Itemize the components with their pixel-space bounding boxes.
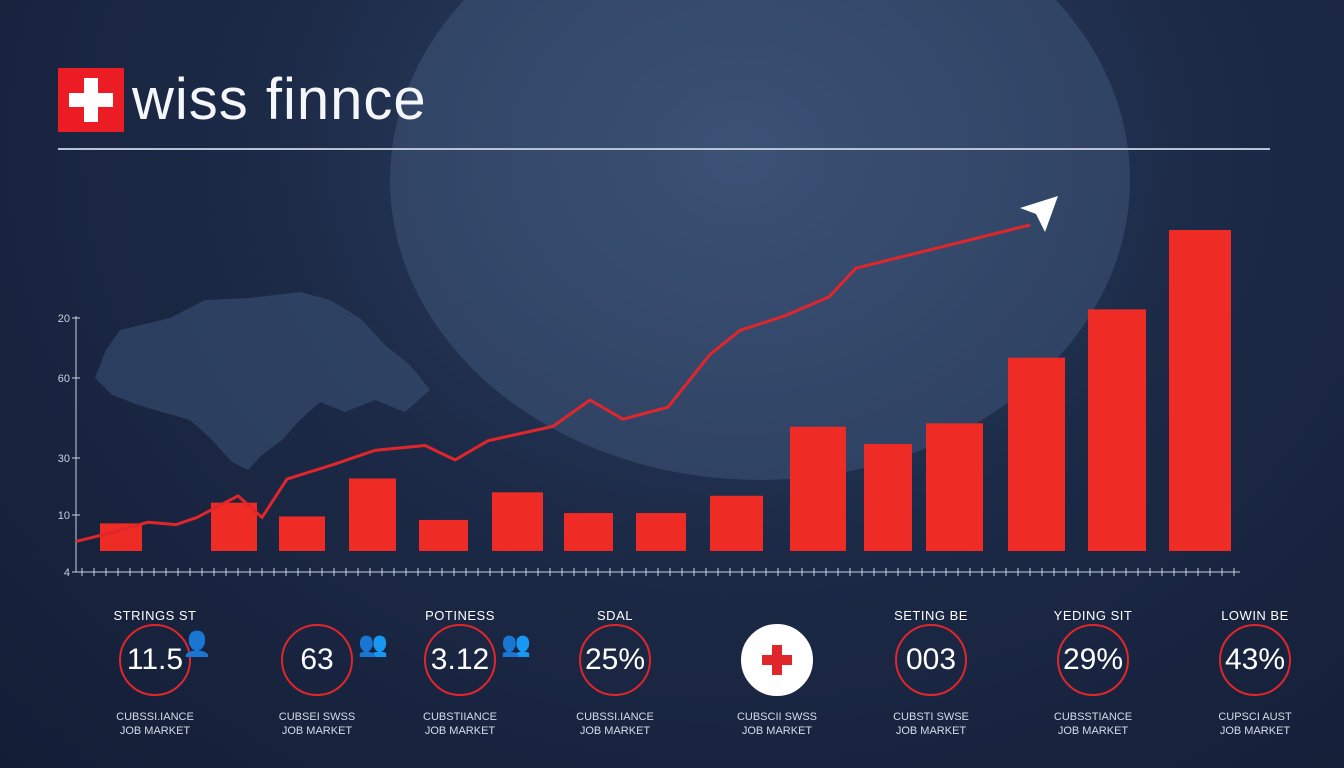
brand-name: wiss finnce [132, 67, 427, 132]
brand-logo: wiss finnce [58, 66, 427, 133]
kpi-value: 11.5 [126, 643, 184, 676]
kpi-ring: 25% [579, 624, 651, 696]
kpi-title [242, 608, 392, 624]
kpi-caption-line2: JOB MARKET [1057, 725, 1129, 737]
kpi-title: STRINGS ST [113, 608, 197, 623]
kpi-caption-line1: CUBSTI SWSE [893, 711, 969, 723]
kpi-caption: CUBSEI SWSS JOB MARKET [242, 710, 392, 738]
y-tick-label: 20 [58, 313, 70, 325]
kpi-caption-line2: JOB MARKET [281, 725, 353, 737]
bar [710, 495, 763, 551]
kpi-title: SDAL [597, 608, 633, 623]
kpi-caption: CUBSSTIANCE JOB MARKET [1018, 710, 1168, 738]
kpi-caption-line1: CUBSSI.IANCE [576, 711, 654, 723]
kpi-title: POTINESS [425, 608, 495, 623]
header-divider [58, 148, 1270, 150]
kpi-title: LOWIN BE [1221, 608, 1289, 623]
bar [279, 516, 325, 551]
bar [211, 502, 257, 551]
kpi-caption: CUPSCI AUST JOB MARKET [1180, 710, 1330, 738]
kpi-caption-line2: JOB MARKET [579, 725, 651, 737]
kpi-caption-line2: JOB MARKET [424, 725, 496, 737]
bar [1088, 309, 1146, 551]
kpi-value: 63 [300, 643, 334, 676]
y-tick-label: 10 [58, 510, 70, 522]
bar [349, 478, 396, 551]
kpi-caption-line1: CUBSCII SWSS [736, 711, 818, 723]
kpi-ring: 003 [895, 624, 967, 696]
kpi-value: 43% [1224, 643, 1286, 676]
kpi-caption-line1: CUPSCI AUST [1218, 711, 1292, 723]
trend-line [75, 223, 1031, 543]
kpi-caption: CUBSTIIANCE JOB MARKET [385, 710, 535, 738]
bar [926, 423, 983, 551]
kpi-caption-line2: JOB MARKET [741, 725, 813, 737]
person-icon: 👤 [182, 631, 212, 658]
kpi-card: STRINGS ST 11.5 👤 CUBSSI.IANCE JOB MARKET [80, 608, 230, 738]
kpi-card: LOWIN BE 43% CUPSCI AUST JOB MARKET [1180, 608, 1330, 738]
kpi-value: 3.12 [430, 643, 490, 676]
kpi-caption-line2: JOB MARKET [1219, 725, 1291, 737]
people-icon: 👥 [501, 631, 531, 658]
kpi-ring: 63 [281, 624, 353, 696]
kpi-caption-line2: JOB MARKET [895, 725, 967, 737]
kpi-ring: 3.12 [424, 624, 496, 696]
bar [1008, 357, 1065, 551]
kpi-card: CUBSCII SWSS JOB MARKET [702, 608, 852, 738]
kpi-value: 003 [905, 643, 957, 676]
kpi-caption: CUBSSI.IANCE JOB MARKET [540, 710, 690, 738]
y-tick-label: 4 [64, 567, 70, 579]
kpi-caption-line1: CUBSEI SWSS [278, 711, 356, 723]
kpi-card: 63 👥 CUBSEI SWSS JOB MARKET [242, 608, 392, 738]
bar [1169, 230, 1231, 551]
kpi-title: SETING BE [894, 608, 968, 623]
kpi-card: POTINESS 3.12 👥 CUBSTIIANCE JOB MARKET [385, 608, 535, 738]
people-icon: 👥 [358, 631, 388, 658]
kpi-caption: CUBSCII SWSS JOB MARKET [702, 710, 852, 738]
kpi-ring: 11.5 [119, 624, 191, 696]
kpi-title [702, 608, 852, 624]
bar-line-chart: 20 60 30 10 4 [57, 196, 1240, 579]
swiss-cross-icon [762, 645, 792, 675]
bar [419, 519, 468, 551]
bar [564, 513, 613, 551]
trend-arrow-icon [1020, 196, 1058, 232]
kpi-caption-line1: CUBSSI.IANCE [116, 711, 194, 723]
kpi-card: YEDING SIT 29% CUBSSTIANCE JOB MARKET [1018, 608, 1168, 738]
kpi-caption: CUBSSI.IANCE JOB MARKET [80, 710, 230, 738]
bar [100, 523, 142, 551]
kpi-row: STRINGS ST 11.5 👤 CUBSSI.IANCE JOB MARKET 63 👥… [60, 608, 1300, 737]
kpi-caption: CUBSTI SWSE JOB MARKET [856, 710, 1006, 738]
kpi-caption-line1: CUBSSTIANCE [1053, 711, 1133, 723]
kpi-ring: 43% [1219, 624, 1291, 696]
y-tick-label: 30 [58, 453, 70, 465]
kpi-value: 25% [584, 643, 646, 676]
bar [636, 513, 686, 551]
kpi-card: SDAL 25% CUBSSI.IANCE JOB MARKET [540, 608, 690, 738]
y-tick-label: 60 [58, 373, 70, 385]
kpi-caption-line2: JOB MARKET [119, 725, 191, 737]
kpi-ring: 29% [1057, 624, 1129, 696]
bar [492, 492, 543, 551]
bar [790, 426, 846, 551]
kpi-caption-line1: CUBSTIIANCE [423, 711, 497, 723]
kpi-title: YEDING SIT [1053, 608, 1133, 623]
map-silhouette [95, 292, 430, 470]
background-globe [390, 0, 1130, 480]
swiss-flag-icon [58, 67, 124, 132]
bar [864, 444, 912, 551]
kpi-card: SETING BE 003 CUBSTI SWSE JOB MARKET [856, 608, 1006, 738]
kpi-ring [741, 624, 813, 696]
kpi-value: 29% [1062, 643, 1124, 676]
